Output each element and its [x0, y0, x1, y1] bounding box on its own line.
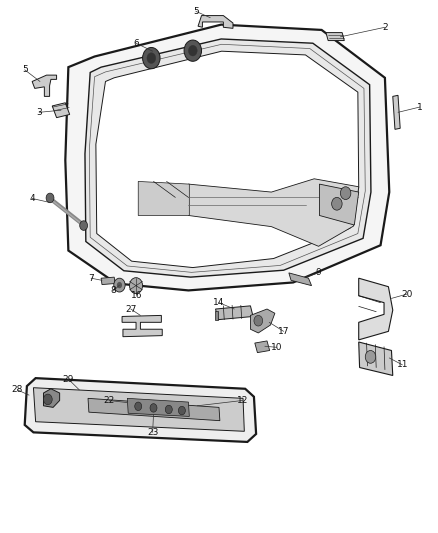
Polygon shape	[251, 309, 275, 333]
Circle shape	[80, 221, 88, 230]
Circle shape	[365, 351, 376, 364]
Circle shape	[147, 53, 155, 63]
Text: 23: 23	[147, 428, 158, 437]
Text: 7: 7	[88, 273, 94, 282]
Text: 5: 5	[193, 7, 199, 16]
Polygon shape	[43, 389, 60, 407]
Text: 22: 22	[103, 396, 115, 405]
Polygon shape	[85, 39, 371, 277]
Polygon shape	[122, 316, 162, 337]
Circle shape	[143, 47, 160, 69]
Text: 17: 17	[278, 327, 290, 336]
Polygon shape	[359, 278, 393, 340]
Polygon shape	[88, 398, 220, 421]
Text: 2: 2	[382, 23, 388, 32]
Polygon shape	[198, 15, 233, 28]
Polygon shape	[138, 181, 189, 215]
Circle shape	[254, 316, 263, 326]
Polygon shape	[319, 184, 359, 225]
Circle shape	[135, 402, 142, 410]
Circle shape	[184, 40, 201, 61]
Circle shape	[43, 394, 52, 405]
Polygon shape	[96, 51, 359, 268]
Text: 28: 28	[11, 385, 23, 394]
Circle shape	[117, 282, 122, 288]
Text: 12: 12	[237, 396, 248, 405]
Text: 8: 8	[110, 286, 116, 295]
Text: 10: 10	[271, 343, 283, 352]
Circle shape	[114, 278, 125, 292]
Text: 16: 16	[131, 290, 143, 300]
Circle shape	[340, 187, 351, 199]
Text: 9: 9	[316, 269, 321, 277]
Polygon shape	[215, 311, 218, 320]
Polygon shape	[33, 387, 244, 431]
Polygon shape	[127, 398, 189, 416]
Circle shape	[165, 405, 172, 414]
Circle shape	[332, 197, 342, 210]
Text: 20: 20	[401, 289, 413, 298]
Text: 4: 4	[29, 194, 35, 203]
Circle shape	[130, 278, 143, 294]
Polygon shape	[65, 25, 389, 290]
Text: 5: 5	[22, 66, 28, 74]
Text: 1: 1	[417, 102, 423, 111]
Text: 14: 14	[213, 298, 225, 307]
Polygon shape	[326, 33, 344, 41]
Polygon shape	[188, 179, 359, 246]
Polygon shape	[101, 277, 115, 285]
Polygon shape	[25, 378, 256, 442]
Polygon shape	[32, 75, 57, 96]
Polygon shape	[393, 95, 400, 130]
Text: 6: 6	[133, 39, 139, 48]
Text: 27: 27	[125, 304, 137, 313]
Circle shape	[178, 406, 185, 415]
Text: 11: 11	[397, 360, 408, 369]
Polygon shape	[52, 103, 70, 118]
Circle shape	[150, 403, 157, 412]
Polygon shape	[359, 342, 393, 375]
Polygon shape	[215, 306, 253, 320]
Polygon shape	[289, 273, 311, 286]
Text: 3: 3	[36, 108, 42, 117]
Circle shape	[46, 193, 54, 203]
Text: 29: 29	[63, 375, 74, 384]
Polygon shape	[255, 341, 270, 353]
Circle shape	[188, 45, 197, 56]
